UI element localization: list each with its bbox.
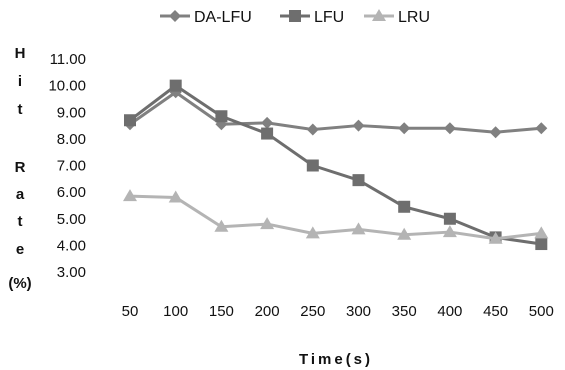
y-tick-label: 8.00 bbox=[57, 131, 86, 148]
x-tick-label: 300 bbox=[346, 303, 371, 320]
data-point bbox=[169, 79, 182, 92]
legend-label: LFU bbox=[314, 9, 344, 26]
y-axis-label-glyph: a bbox=[16, 186, 25, 203]
y-tick-label: 11.00 bbox=[50, 51, 86, 68]
legend-item: LRU bbox=[364, 9, 430, 26]
x-tick-label: 400 bbox=[437, 303, 462, 320]
y-axis-label-glyph: i bbox=[18, 73, 22, 90]
data-point bbox=[168, 190, 183, 203]
legend: DA-LFU LFU LRU bbox=[160, 9, 430, 26]
data-point bbox=[306, 159, 319, 172]
y-axis-label-glyph: (%) bbox=[8, 275, 31, 292]
x-tick-label: 200 bbox=[255, 303, 280, 320]
data-point bbox=[352, 119, 365, 132]
y-tick-label: 4.00 bbox=[57, 237, 86, 254]
x-tick-label: 50 bbox=[122, 303, 139, 320]
series-lru bbox=[123, 189, 549, 244]
y-axis-ticks: 11.00 10.00 9.00 8.00 7.00 6.00 5.00 4.00 3.00 bbox=[48, 51, 86, 281]
data-point bbox=[398, 122, 411, 135]
data-point bbox=[306, 123, 319, 136]
legend-label: DA-LFU bbox=[194, 9, 252, 26]
x-axis-label: Time(s) bbox=[299, 351, 373, 368]
data-point bbox=[398, 200, 411, 213]
y-axis-label-glyph: t bbox=[18, 101, 23, 118]
data-point bbox=[443, 122, 456, 135]
x-tick-label: 250 bbox=[300, 303, 325, 320]
y-tick-label: 10.00 bbox=[48, 78, 86, 95]
data-point bbox=[489, 126, 502, 139]
y-tick-label: 6.00 bbox=[57, 184, 86, 201]
x-tick-label: 450 bbox=[483, 303, 508, 320]
data-point bbox=[123, 189, 137, 202]
y-axis-label-glyph: e bbox=[16, 241, 24, 258]
series-line bbox=[129, 90, 542, 134]
legend-item: LFU bbox=[280, 9, 344, 26]
series-lfu bbox=[124, 79, 548, 251]
series-group bbox=[123, 79, 549, 251]
data-point bbox=[260, 217, 275, 230]
data-point bbox=[397, 227, 412, 240]
legend-marker bbox=[169, 10, 181, 22]
data-point bbox=[351, 222, 366, 235]
data-point bbox=[261, 116, 274, 129]
data-point bbox=[305, 226, 320, 239]
series-line bbox=[129, 84, 542, 246]
data-point bbox=[535, 238, 548, 251]
y-axis-label-glyph: H bbox=[15, 45, 26, 62]
data-point bbox=[214, 219, 229, 232]
data-point bbox=[261, 127, 274, 140]
data-point bbox=[124, 114, 136, 127]
x-tick-label: 100 bbox=[163, 303, 188, 320]
x-tick-label: 150 bbox=[209, 303, 234, 320]
x-axis-ticks: 50 100 150 200 250 300 350 400 450 500 bbox=[122, 303, 554, 320]
legend-marker bbox=[372, 9, 386, 21]
y-tick-label: 5.00 bbox=[57, 211, 86, 228]
data-point bbox=[443, 212, 456, 225]
legend-marker bbox=[289, 10, 301, 22]
data-point bbox=[352, 174, 365, 187]
y-tick-label: 3.00 bbox=[57, 264, 86, 281]
data-point bbox=[488, 231, 503, 244]
y-tick-label: 7.00 bbox=[57, 158, 86, 175]
legend-label: LRU bbox=[398, 9, 430, 26]
y-axis-label-glyph: t bbox=[18, 213, 23, 230]
x-tick-label: 500 bbox=[529, 303, 554, 320]
data-point bbox=[534, 226, 549, 239]
data-point bbox=[215, 110, 228, 123]
data-point bbox=[442, 225, 457, 238]
y-tick-label: 9.00 bbox=[57, 104, 86, 121]
legend-item: DA-LFU bbox=[160, 9, 252, 26]
y-axis-label-glyph: R bbox=[15, 159, 26, 176]
x-tick-label: 350 bbox=[392, 303, 417, 320]
series-line bbox=[129, 194, 542, 241]
data-point bbox=[535, 122, 548, 135]
